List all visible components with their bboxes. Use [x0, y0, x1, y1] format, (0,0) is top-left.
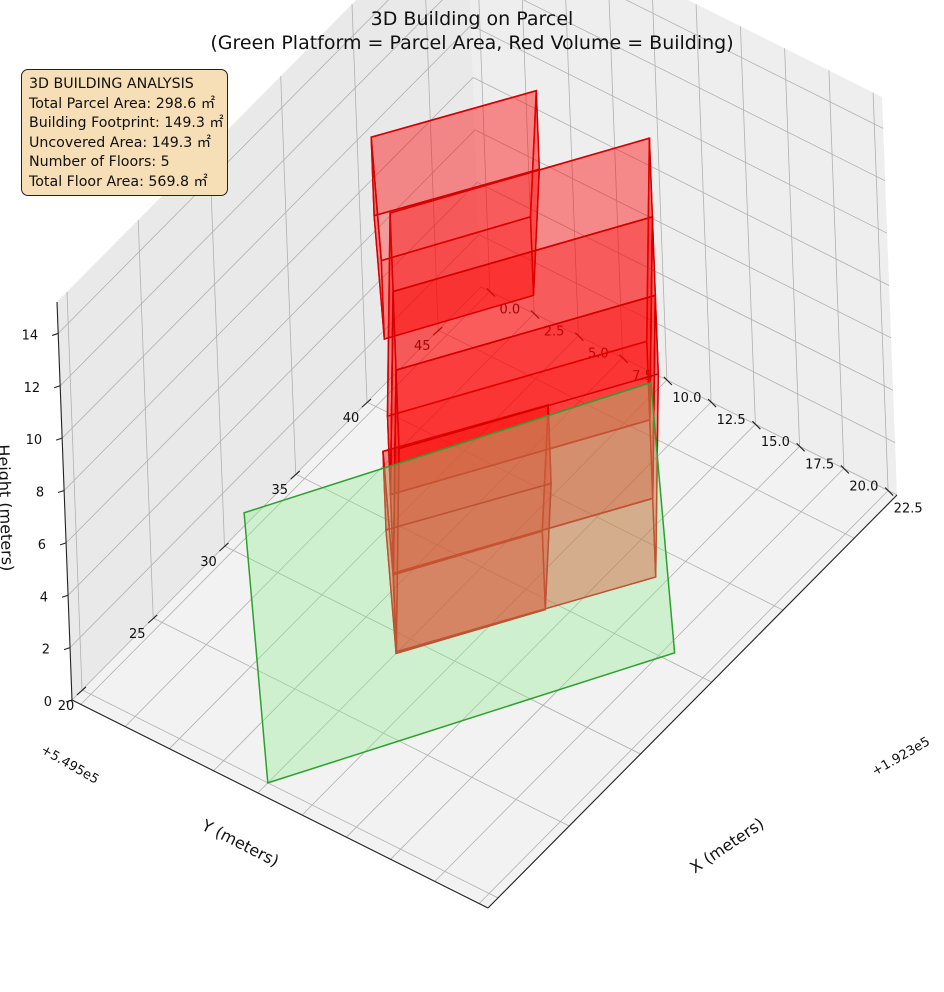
y-tick-label: 35: [271, 483, 288, 498]
z-tick-label: 4: [40, 590, 48, 605]
x-tick-label: 17.5: [805, 457, 834, 472]
x-tick: [619, 354, 629, 364]
z-axis-line: [56, 301, 73, 701]
z-grid-line: [59, 0, 886, 387]
x-tick-label: 12.5: [717, 413, 746, 428]
z-tick: [52, 332, 59, 336]
x-offset-label: +1.923e5: [870, 734, 933, 779]
x-tick-label: 22.5: [894, 502, 923, 517]
z-tick: [53, 385, 61, 389]
z-axis-label: Height (meters): [0, 444, 17, 572]
y-tick-label: 45: [414, 339, 431, 354]
y-tick-label: 40: [343, 411, 360, 426]
analysis-info-box: 3D BUILDING ANALYSIS Total Parcel Area: …: [21, 69, 228, 196]
x-tick: [663, 376, 673, 386]
floor-5-bottom: [373, 168, 541, 341]
y-tick-label: 20: [58, 699, 75, 714]
z-tick-label: 14: [22, 328, 39, 343]
x-axis-label: X (meters): [686, 814, 767, 877]
y-tick: [219, 542, 229, 552]
z-tick: [57, 490, 65, 494]
back-right-pane: [470, 0, 897, 495]
z-tick-label: 2: [42, 643, 50, 658]
z-tick-label: 8: [36, 486, 44, 501]
x-tick: [707, 398, 717, 408]
x-tick-label: 0.0: [500, 302, 521, 317]
info-heading: 3D BUILDING ANALYSIS: [29, 76, 194, 92]
z-grid-line: [61, 24, 888, 439]
x-tick: [884, 487, 894, 496]
y-axis-label: Y (meters): [198, 815, 282, 870]
x-tick: [840, 465, 850, 474]
z-grid-line: [65, 129, 892, 544]
z-tick: [55, 437, 63, 441]
floor-3-bottom: [392, 294, 657, 575]
floor-pane: [72, 287, 897, 908]
x-tick-label: 10.0: [672, 391, 701, 406]
y-offset-label: +5.495e5: [38, 742, 101, 787]
z-tick-label: 0: [44, 695, 52, 710]
info-total-floor-area: Total Floor Area: 569.8 ㎡: [29, 173, 208, 190]
parcel-platform: [243, 381, 676, 784]
z-tick-label: 12: [24, 381, 41, 396]
floor-4-bottom: [389, 215, 654, 496]
z-tick: [59, 542, 67, 546]
z-grid-line: [67, 181, 894, 596]
z-grid-line: [63, 77, 890, 491]
y-axis-line: [71, 699, 489, 909]
x-tick: [574, 332, 584, 342]
info-uncovered-area: Uncovered Area: 149.3 ㎡: [29, 134, 211, 151]
y-tick: [147, 614, 158, 624]
x-axis-line: [487, 494, 898, 909]
z-grid-line: [71, 286, 898, 701]
floor-1-bottom: [385, 482, 552, 655]
z-tick: [63, 647, 71, 651]
x-tick: [486, 288, 496, 297]
x-tick-label: 15.0: [761, 435, 790, 450]
y-tick: [361, 398, 372, 408]
info-total-parcel-area: Total Parcel Area: 298.6 ㎡: [29, 95, 216, 112]
x-tick: [796, 442, 806, 452]
chart-subtitle: (Green Platform = Parcel Area, Red Volum…: [210, 32, 734, 54]
x-tick: [751, 420, 761, 430]
z-tick: [65, 699, 73, 703]
z-grid-line: [69, 234, 896, 648]
chart-title: 3D Building on Parcel: [370, 8, 574, 30]
info-building-footprint: Building Footprint: 149.3 ㎡: [29, 115, 224, 131]
axis-lines: [52, 288, 898, 909]
y-tick: [76, 686, 87, 696]
y-tick-label: 30: [200, 555, 217, 570]
z-tick-label: 10: [26, 433, 43, 448]
info-number-of-floors: Number of Floors: 5: [29, 154, 170, 170]
x-tick-label: 2.5: [544, 325, 565, 340]
y-tick: [290, 470, 301, 480]
building-scene: [243, 89, 676, 784]
x-tick-label: 20.0: [849, 479, 878, 494]
x-tick-label: 5.0: [588, 347, 609, 362]
y-tick-label: 25: [129, 627, 146, 642]
z-tick: [61, 594, 69, 598]
x-tick: [530, 310, 540, 319]
z-tick-label: 6: [38, 538, 46, 553]
y-tick: [432, 326, 443, 336]
